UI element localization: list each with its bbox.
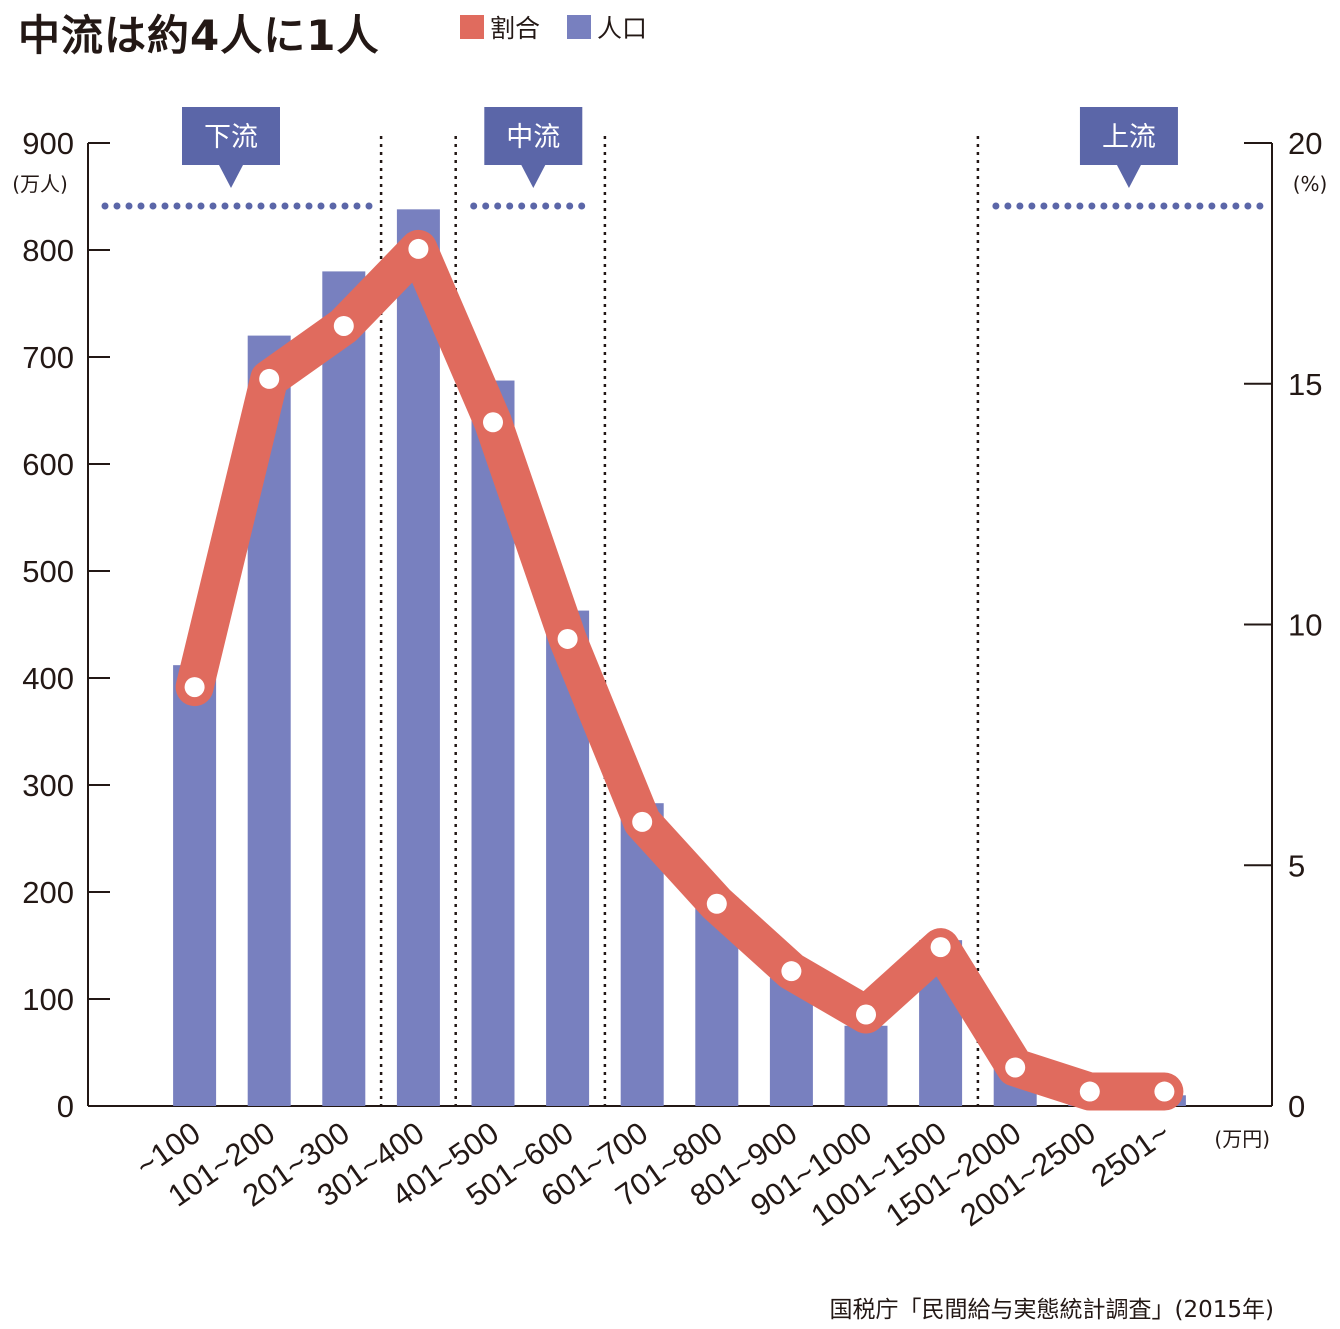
point-ratio — [408, 238, 429, 259]
class-callout-pointer — [521, 165, 546, 188]
source-note: 国税庁「民間給与実態統計調査」(2015年) — [829, 1297, 1274, 1323]
y-left-tick-label: 100 — [22, 982, 74, 1017]
point-ratio — [259, 368, 280, 389]
class-callout-box — [484, 107, 583, 165]
class-callout-label: 下流 — [204, 122, 258, 153]
point-ratio — [706, 893, 727, 914]
point-ratio — [557, 628, 578, 649]
y-left-unit: (万人) — [12, 172, 68, 196]
point-ratio — [781, 961, 802, 982]
y-left-tick-label: 500 — [22, 554, 74, 589]
y-left-tick-label: 700 — [22, 340, 74, 375]
bar-population — [173, 665, 217, 1106]
bar-population — [396, 209, 440, 1107]
point-ratio — [1154, 1081, 1175, 1102]
y-right-tick-label: 10 — [1288, 608, 1322, 643]
class-callout-box — [182, 107, 280, 165]
y-left-tick-label: 0 — [57, 1089, 74, 1124]
class-callout-中流: 中流 — [470, 107, 597, 210]
y-right-tick-label: 5 — [1288, 848, 1305, 883]
chart-title: 中流は約4人に1人 — [18, 11, 380, 60]
legend-item-population: 人口 — [567, 10, 647, 44]
legend-swatch-population — [567, 15, 591, 39]
class-callout-pointer — [1116, 165, 1141, 188]
point-ratio — [856, 1004, 876, 1025]
y-right-tick-label: 20 — [1288, 126, 1322, 161]
point-ratio — [483, 412, 503, 433]
class-callout-下流: 下流 — [101, 107, 373, 210]
point-ratio — [1005, 1057, 1026, 1078]
point-ratio — [930, 937, 951, 958]
y-left-tick-label: 900 — [22, 126, 74, 161]
x-axis-unit: (万円) — [1214, 1127, 1270, 1151]
class-callout-label: 上流 — [1102, 122, 1156, 153]
line-ratio — [175, 229, 1184, 1111]
y-right-tick-label: 0 — [1288, 1089, 1305, 1124]
legend-item-ratio: 割合 — [460, 10, 540, 44]
y-left-tick-label: 300 — [22, 768, 74, 803]
class-callout-pointer — [219, 165, 243, 188]
bar-population — [322, 271, 366, 1106]
y-right-tick-label: 15 — [1288, 367, 1322, 402]
legend-swatch-ratio — [460, 15, 484, 39]
x-category-label: 2501~ — [1085, 1115, 1176, 1194]
bar-population — [844, 1025, 888, 1106]
y-left-tick-label: 400 — [22, 661, 74, 696]
point-ratio — [184, 677, 205, 698]
y-left-tick-label: 200 — [22, 875, 74, 910]
point-ratio — [632, 811, 653, 832]
legend-label-population: 人口 — [597, 14, 648, 43]
class-callout-box — [1079, 107, 1178, 165]
y-left-tick-label: 600 — [22, 447, 74, 482]
class-callout-label: 中流 — [506, 122, 560, 153]
y-right-unit: (%) — [1293, 172, 1328, 196]
point-ratio — [1079, 1081, 1100, 1102]
y-left-tick-label: 800 — [22, 233, 74, 268]
point-ratio — [333, 315, 354, 336]
legend-label-ratio: 割合 — [490, 14, 541, 43]
class-callout-上流: 上流 — [992, 107, 1266, 210]
